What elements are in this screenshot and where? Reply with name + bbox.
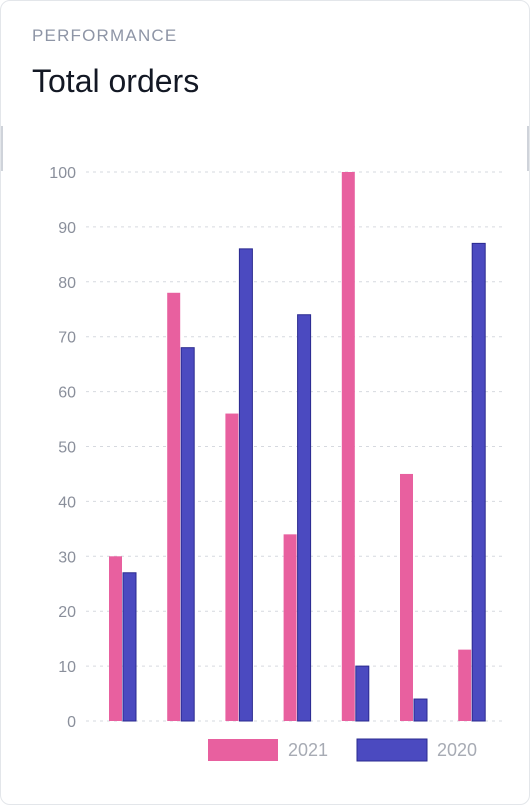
right-edge-mark bbox=[527, 126, 529, 171]
bar-2020-3 bbox=[238, 248, 253, 722]
bar-2021-2 bbox=[167, 292, 181, 721]
y-tick-label: 50 bbox=[58, 440, 76, 457]
y-tick-label: 60 bbox=[58, 385, 76, 402]
left-edge-mark bbox=[1, 126, 3, 171]
bar-2021-3 bbox=[225, 413, 239, 721]
y-tick-label: 20 bbox=[58, 604, 76, 621]
bar-2020-2 bbox=[180, 347, 195, 722]
bar-2020-5 bbox=[355, 665, 370, 722]
card-title: Total orders bbox=[32, 63, 200, 99]
bar-2021-5 bbox=[341, 172, 355, 721]
bar-2021-6 bbox=[400, 473, 413, 721]
y-tick-label: 80 bbox=[58, 275, 76, 292]
bar-2020-1 bbox=[122, 572, 137, 722]
y-tick-label: 40 bbox=[58, 494, 76, 511]
bar-2021-1 bbox=[109, 556, 122, 721]
card-eyebrow: PERFORMANCE bbox=[32, 26, 178, 45]
y-tick-label: 30 bbox=[58, 549, 76, 566]
y-tick-label: 70 bbox=[58, 330, 76, 347]
legend-swatch-2021 bbox=[208, 739, 278, 761]
bar-2020-6 bbox=[413, 698, 428, 722]
legend-label-2021: 2021 bbox=[288, 740, 328, 760]
legend-swatch-2020 bbox=[356, 738, 428, 762]
y-tick-label: 90 bbox=[58, 220, 76, 237]
legend-label-2020: 2020 bbox=[437, 740, 477, 760]
y-tick-label: 100 bbox=[49, 165, 76, 182]
bar-2020-4 bbox=[297, 314, 312, 722]
y-tick-label: 10 bbox=[58, 659, 76, 676]
bar-2021-4 bbox=[283, 534, 297, 721]
y-tick-label: 0 bbox=[67, 714, 76, 731]
bar-2021-7 bbox=[458, 649, 472, 721]
bar-2020-7 bbox=[471, 242, 486, 722]
